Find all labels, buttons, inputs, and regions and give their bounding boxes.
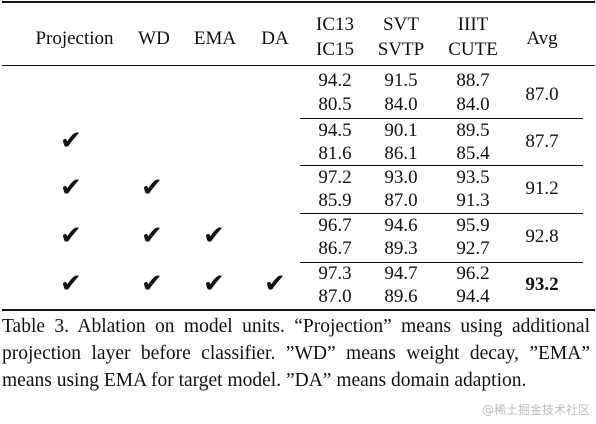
check-mark-icon: ✔ — [203, 269, 225, 299]
table-cell: 97.3 — [318, 263, 352, 284]
check-mark-icon: ✔ — [141, 269, 163, 299]
check-mark-icon: ✔ — [264, 269, 286, 299]
table-cell: 88.7 — [456, 70, 490, 91]
table-cell: 93.0 — [384, 167, 418, 188]
header-avg: Avg — [526, 28, 558, 49]
table-cell: 94.5 — [318, 120, 352, 141]
check-mark-icon: ✔ — [203, 221, 225, 251]
table-bottom-rule — [2, 309, 595, 311]
check-mark-icon: ✔ — [60, 126, 82, 156]
table-caption: Table 3. Ablation on model units. “Proje… — [2, 316, 590, 391]
table-cell: 86.1 — [384, 143, 418, 164]
table-cell: 94.6 — [384, 215, 418, 236]
table-cell: 91.5 — [384, 70, 418, 91]
table-cell: 94.7 — [384, 263, 418, 284]
table-cell: 93.5 — [456, 167, 490, 188]
table-header-rule — [2, 65, 595, 66]
table-row-rule — [300, 213, 583, 214]
table-cell: 85.9 — [318, 190, 352, 211]
table-cell: 91.3 — [456, 190, 490, 211]
avg-cell-best: 93.2 — [525, 274, 559, 295]
table-row-rule — [300, 118, 583, 119]
table-cell: 80.5 — [318, 94, 352, 115]
table-row-rule — [300, 262, 583, 263]
header-iiit: IIIT — [457, 14, 489, 35]
table-cell: 87.0 — [318, 286, 352, 307]
table-cell: 86.7 — [318, 238, 352, 259]
check-mark-icon: ✔ — [141, 173, 163, 203]
header-wd: WD — [138, 28, 170, 49]
header-da: DA — [261, 28, 289, 49]
table-cell: 81.6 — [318, 143, 352, 164]
watermark: @稀土掘金技术社区 — [481, 403, 590, 417]
table-cell: 85.4 — [456, 143, 490, 164]
header-ic13: IC13 — [316, 14, 354, 35]
table-cell: 97.2 — [318, 167, 352, 188]
table-cell: 94.4 — [456, 286, 490, 307]
table-cell: 89.6 — [384, 286, 418, 307]
avg-cell: 87.7 — [525, 131, 559, 152]
table-cell: 96.7 — [318, 215, 352, 236]
header-ic15: IC15 — [316, 39, 354, 60]
table-cell: 90.1 — [384, 120, 418, 141]
avg-cell: 87.0 — [525, 84, 559, 105]
table-cell: 89.5 — [456, 120, 490, 141]
check-mark-icon: ✔ — [60, 221, 82, 251]
header-svt: SVT — [383, 14, 419, 35]
table-cell: 84.0 — [384, 94, 418, 115]
avg-cell: 91.2 — [525, 178, 559, 199]
check-mark-icon: ✔ — [60, 269, 82, 299]
header-cute: CUTE — [448, 39, 498, 60]
table-cell: 96.2 — [456, 263, 490, 284]
header-svtp: SVTP — [377, 39, 425, 60]
check-mark-icon: ✔ — [141, 221, 163, 251]
avg-cell: 92.8 — [525, 226, 559, 247]
table-cell: 94.2 — [318, 70, 352, 91]
table-cell: 84.0 — [456, 94, 490, 115]
table-top-rule — [2, 1, 595, 3]
check-mark-icon: ✔ — [60, 173, 82, 203]
header-ema: EMA — [193, 28, 237, 49]
table-cell: 95.9 — [456, 215, 490, 236]
table-cell: 92.7 — [456, 238, 490, 259]
header-projection: Projection — [35, 28, 114, 49]
table-cell: 89.3 — [384, 238, 418, 259]
table-cell: 87.0 — [384, 190, 418, 211]
table-row-rule — [300, 165, 583, 166]
